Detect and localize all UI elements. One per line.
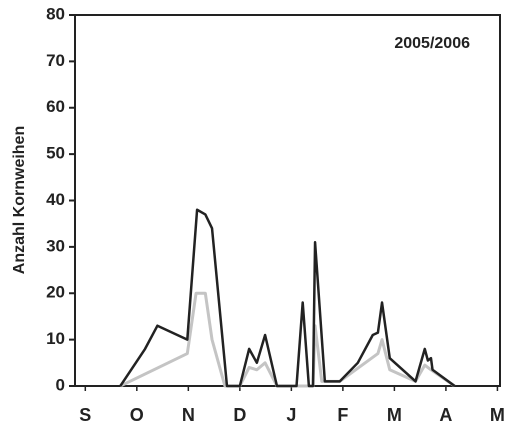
x-tick-label: N: [182, 405, 195, 425]
y-tick-label: 40: [46, 190, 65, 209]
y-tick-label: 50: [46, 144, 65, 163]
plot-frame: [74, 14, 501, 387]
y-axis-label: Anzahl Kornweihen: [11, 126, 28, 274]
x-tick-label: S: [79, 405, 91, 425]
y-tick-label: 70: [46, 51, 65, 70]
x-tick-label: M: [387, 405, 402, 425]
x-tick-label: A: [439, 405, 452, 425]
y-tick-label: 30: [46, 236, 65, 255]
y-tick-label: 0: [56, 375, 65, 394]
y-tick-label: 10: [46, 329, 65, 348]
x-tick-label: F: [337, 405, 348, 425]
x-tick-label: O: [130, 405, 144, 425]
annotation: 2005/2006: [394, 35, 470, 52]
x-tick-label: J: [286, 405, 296, 425]
x-tick-label: M: [490, 405, 505, 425]
y-tick-label: 80: [46, 4, 65, 23]
x-tick-label: D: [233, 405, 246, 425]
series-line: [119, 208, 456, 388]
y-tick-label: 60: [46, 97, 65, 116]
y-tick-label: 20: [46, 283, 65, 302]
